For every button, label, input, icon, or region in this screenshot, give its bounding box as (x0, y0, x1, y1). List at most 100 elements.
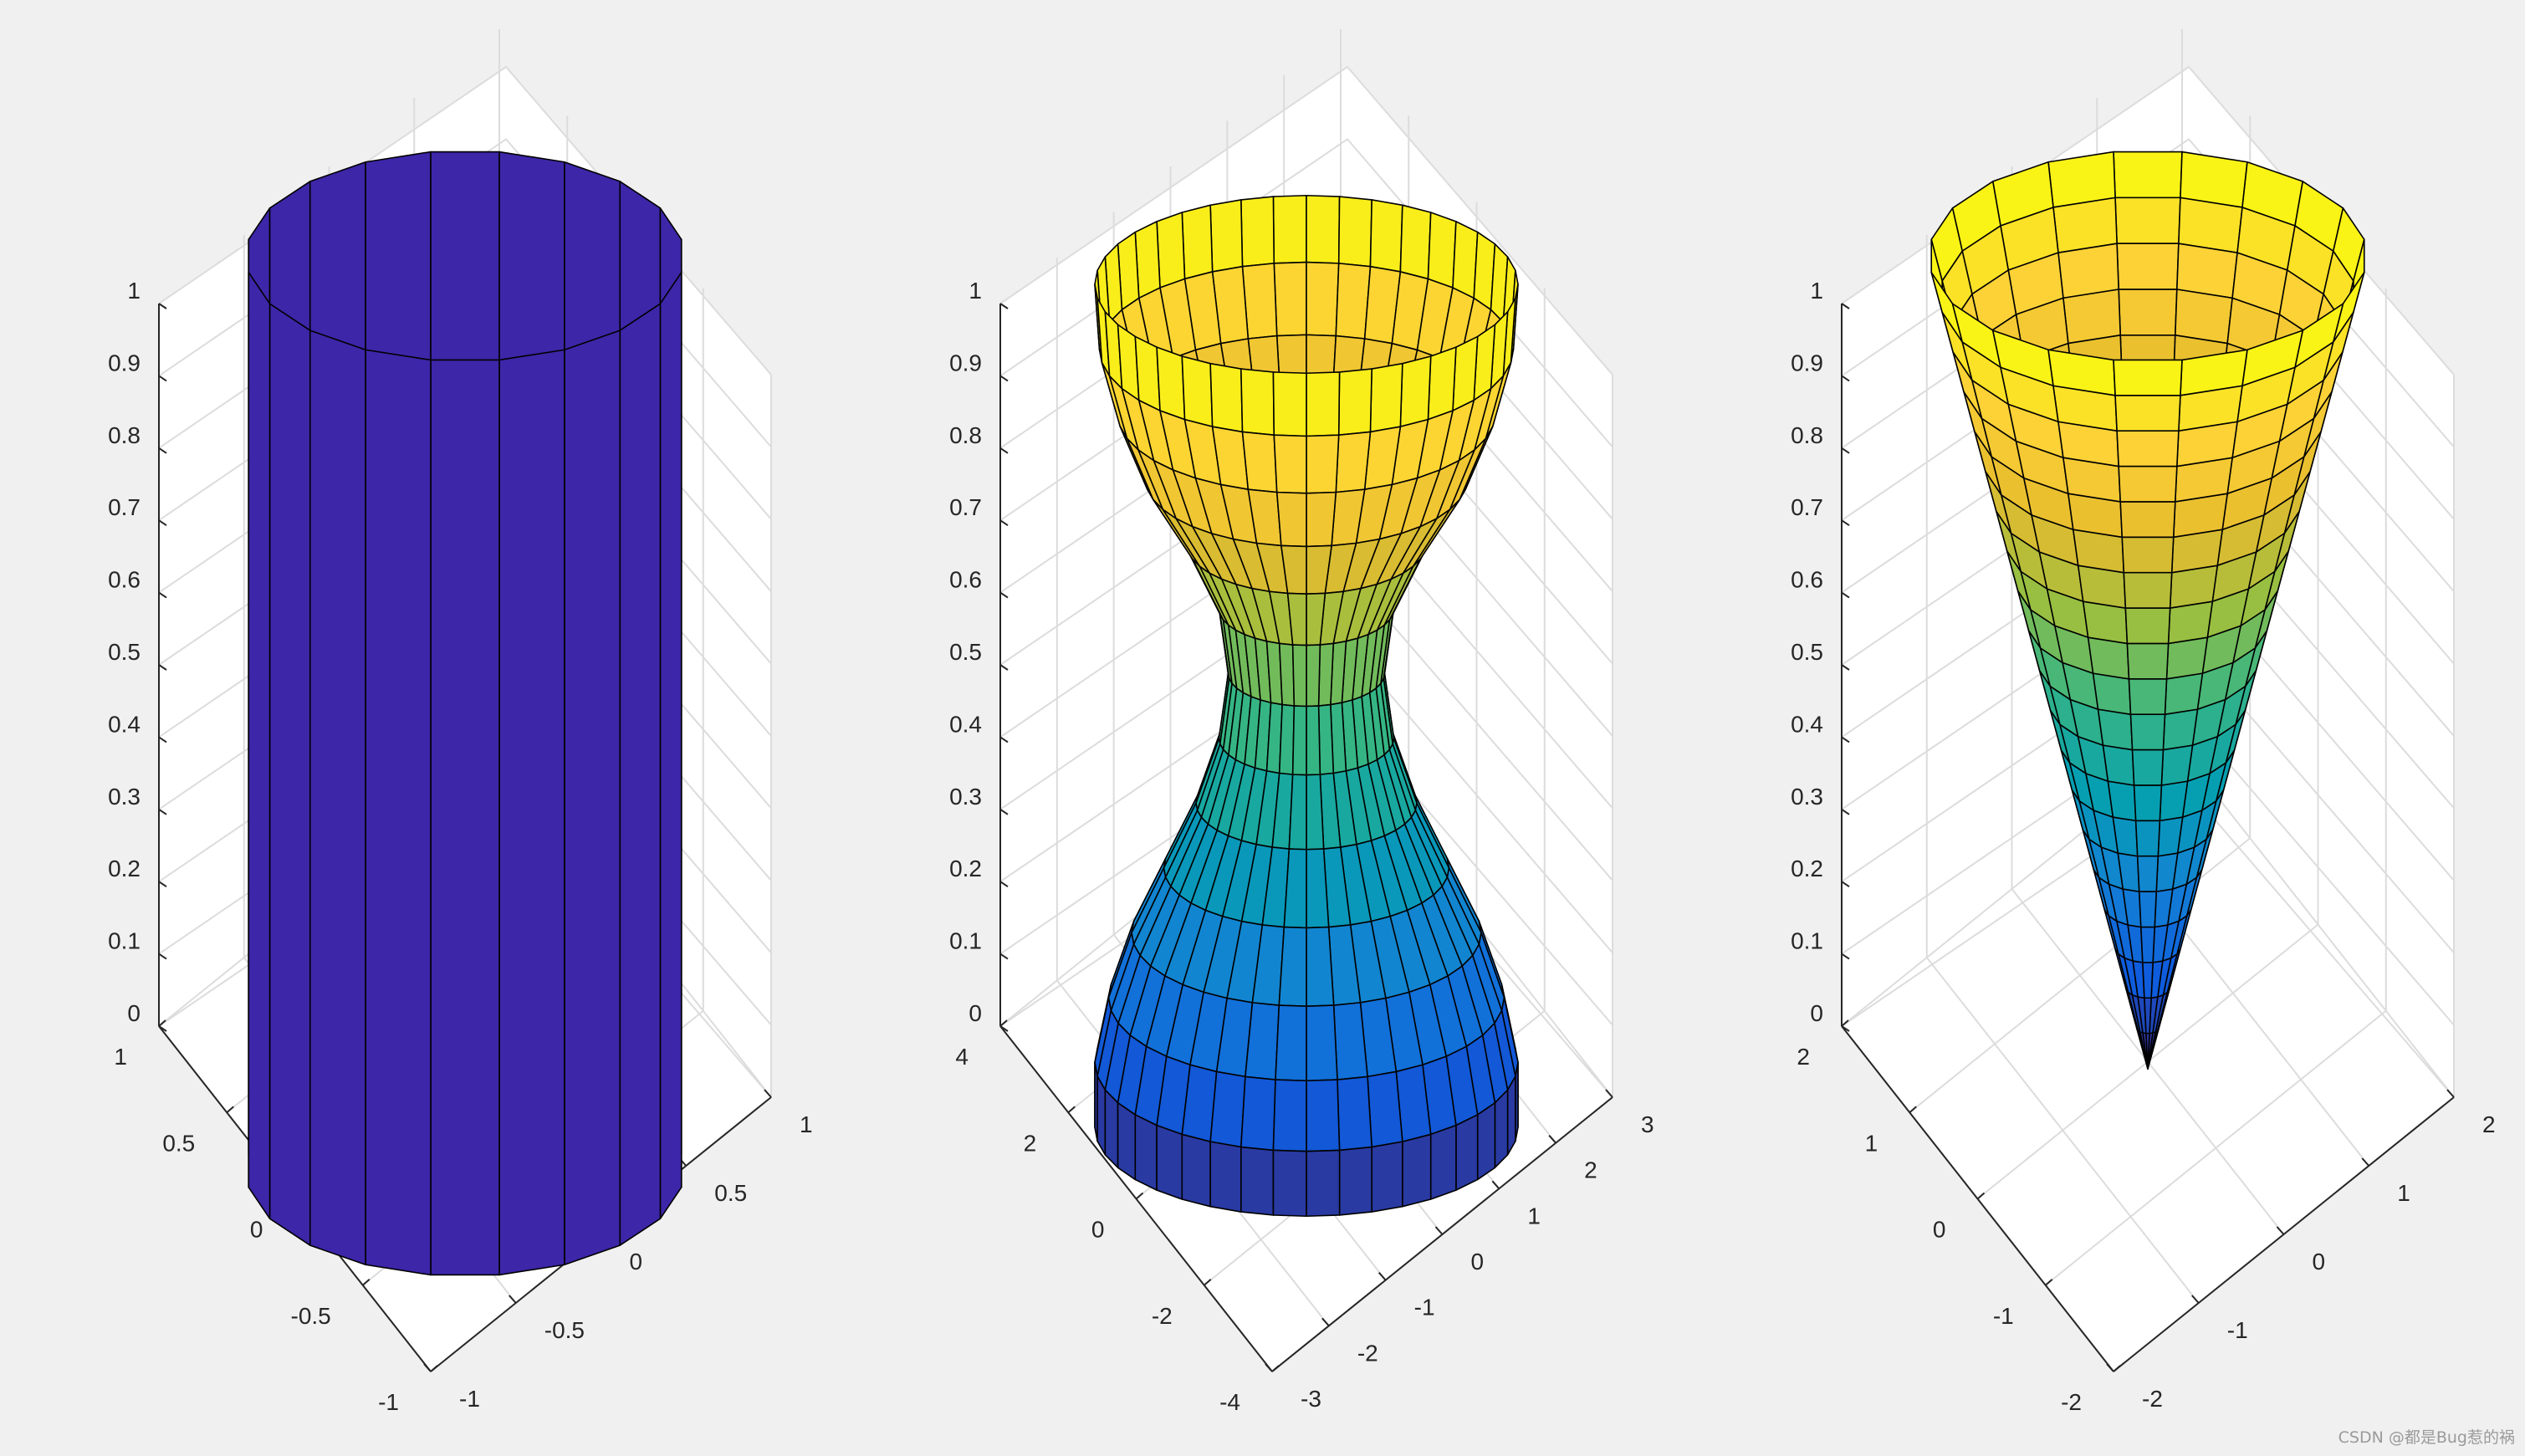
y-tick-label: 1 (1865, 1130, 1878, 1156)
z-tick-label: 0.5 (1791, 639, 1823, 665)
hourglass-facet (1402, 1133, 1432, 1208)
x-tick (1605, 1089, 1613, 1098)
z-tick-label: 0 (1810, 1000, 1823, 1026)
z-tick-label: 0.2 (949, 856, 982, 881)
y-tick-label: -0.5 (291, 1303, 331, 1329)
z-tick-label: 0.4 (108, 711, 141, 737)
cone-facet (2114, 395, 2181, 432)
y-tick (362, 1278, 371, 1286)
hourglass-facet (1371, 1141, 1403, 1213)
x-tick (2191, 1295, 2200, 1304)
cone-facet (2057, 243, 2119, 299)
cone-facet (2129, 713, 2166, 751)
x-tick (2361, 1157, 2369, 1167)
cone-facet (2107, 780, 2137, 822)
y-tick (1841, 1019, 1849, 1027)
hourglass-facet (1272, 194, 1307, 264)
x-tick-label: 0.5 (714, 1180, 747, 1206)
hourglass-facet (1506, 1075, 1516, 1156)
cone-facet (2123, 571, 2173, 609)
y-tick-label: -1 (1993, 1303, 2014, 1329)
cone-facet (2087, 636, 2130, 680)
z-tick (158, 375, 167, 382)
hourglass-facet (1399, 355, 1432, 427)
x-tick (2446, 1089, 2455, 1098)
z-tick-label: 0.7 (949, 494, 982, 520)
cone-facet (2162, 708, 2199, 751)
hourglass-facet (1306, 434, 1340, 494)
hourglass-facet (1209, 362, 1244, 433)
cone-surface (1930, 151, 2365, 1070)
hourglass-facet (1275, 491, 1307, 548)
hourglass-facet (1156, 346, 1186, 421)
x-tick-label: 1 (1527, 1203, 1541, 1229)
cone-facet (2119, 501, 2176, 539)
z-tick-label: 0.2 (108, 856, 141, 881)
z-tick (158, 881, 167, 888)
hourglass-facet (1181, 204, 1214, 280)
cylinder-facet (619, 303, 662, 1246)
hourglass-facet (1181, 1133, 1211, 1208)
z-gridline (999, 65, 1613, 375)
x-tick-label: 0 (630, 1249, 643, 1275)
z-tick (999, 447, 1009, 454)
cone-facet (2159, 780, 2189, 822)
y-tick (1909, 1106, 1917, 1114)
hourglass-facet (1291, 705, 1307, 776)
y-tick-label: 2 (1024, 1130, 1037, 1156)
y-tick (1135, 1192, 1144, 1200)
z-tick (158, 447, 167, 454)
y-tick-label: 0 (1933, 1217, 1946, 1243)
hourglass-facet (1278, 926, 1307, 1007)
hourglass-facet (1427, 212, 1457, 289)
hourglass-facet (1240, 196, 1275, 268)
y-tick (430, 1365, 438, 1372)
z-tick-label: 0.6 (108, 567, 141, 593)
subplot-cone: 0 0.1 0.2 0.3 0.4 0.5 0.6 0.7 0.8 0.9 1 -2 -1 0 1 2 -2 -1… (1791, 29, 2496, 1415)
hourglass-facet (1209, 1070, 1246, 1148)
z-tick-label: 0.1 (1791, 928, 1823, 954)
hourglass-facet (1338, 1146, 1372, 1216)
cone-facet (2092, 672, 2132, 716)
hourglass-facet (1399, 204, 1432, 280)
y-tick (1204, 1278, 1212, 1286)
x-tick-label: -2 (2142, 1386, 2163, 1412)
z-tick-label: 0.4 (1791, 711, 1823, 737)
cone-facet (2118, 465, 2178, 503)
z-tick (999, 1025, 1009, 1032)
z-tick-label: 0.2 (1791, 856, 1823, 881)
z-tick (158, 736, 167, 743)
cylinder-facet (365, 349, 432, 1276)
watermark: CSDN @都是Bug惹的祸 (2338, 1428, 2515, 1447)
x-tick-label: 1 (2397, 1180, 2410, 1206)
cone-facet (2102, 744, 2135, 786)
y-tick (158, 1019, 166, 1027)
cone-facet (2116, 243, 2180, 290)
z-tick-label: 0.1 (949, 928, 982, 954)
cone-facet (2131, 748, 2165, 786)
cone-facet (2116, 430, 2180, 467)
z-tick (1841, 447, 1850, 454)
y-tick (2113, 1365, 2121, 1372)
z-tick-label: 0.9 (949, 350, 982, 375)
x-tick-label: -2 (1357, 1340, 1378, 1366)
hourglass-facet (1156, 212, 1186, 289)
subplot-cylinder: 0 0.1 0.2 0.3 0.4 0.5 0.6 0.7 0.8 0.9 1 -1 -0.5 0 0.5 1… (108, 29, 813, 1415)
hourglass-facet (1455, 1114, 1479, 1191)
z-tick-label: 1 (1810, 278, 1823, 304)
z-tick (1841, 881, 1850, 888)
y-tick (2045, 1278, 2053, 1286)
hourglass-facet (1272, 1079, 1307, 1152)
hourglass-facet (1317, 703, 1335, 775)
z-tick (158, 664, 167, 671)
cylinder-surface (248, 151, 682, 1276)
cylinder-facet (659, 271, 682, 1219)
hourglass-facet (1288, 774, 1307, 851)
z-tick (999, 375, 1009, 382)
y-tick-label: 0 (250, 1217, 263, 1243)
y-tick (1067, 1106, 1076, 1114)
x-tick (1548, 1135, 1556, 1144)
x-tick-label: 0 (2313, 1249, 2326, 1275)
z-tick-label: 0 (127, 1000, 141, 1026)
y-tick-label: -2 (1152, 1303, 1173, 1329)
